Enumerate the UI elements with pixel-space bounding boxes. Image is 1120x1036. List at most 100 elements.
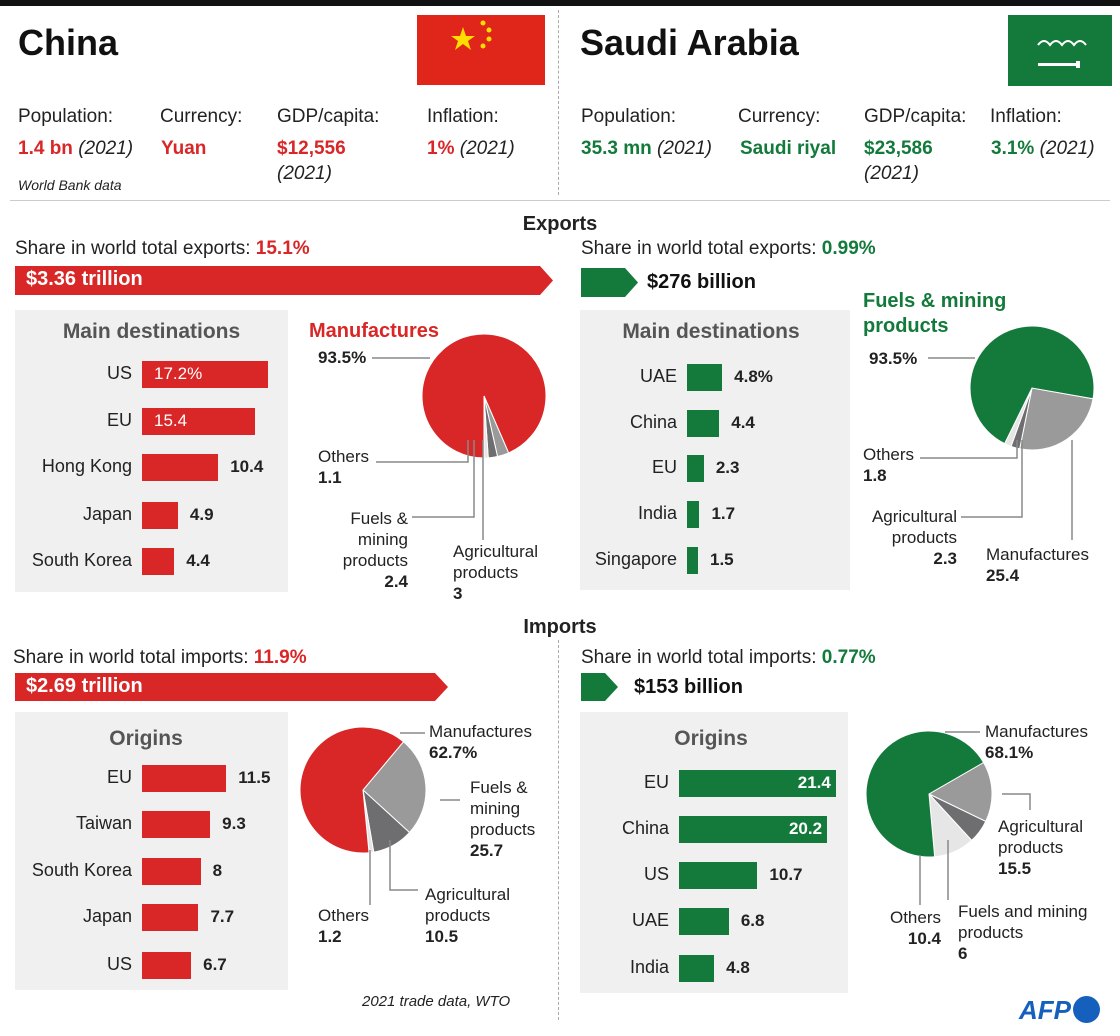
bar-category-label: Japan (82, 906, 132, 926)
china-export-total: $3.36 trillion (26, 268, 143, 290)
bar-value-label: 20.2 (788, 819, 823, 838)
bar (679, 816, 828, 843)
bar-category-label: Taiwan (75, 813, 132, 833)
bar-category-label: EU (106, 767, 132, 787)
pie-label: Manufactures 25.4 (986, 545, 1089, 585)
bar-category-label: India (637, 503, 677, 523)
bar-value-label: 7.7 (210, 907, 235, 926)
pie-slice (1019, 387, 1094, 451)
divider (558, 10, 559, 195)
bar (142, 454, 219, 481)
pie-label: Agricultural products 15.5 (998, 817, 1084, 878)
pie-label: Fuels and mining products 6 (958, 902, 1088, 963)
pie-slice (865, 730, 985, 858)
bar-value-label: 6.8 (740, 911, 765, 930)
china-gdp: $12,556 (2021) (277, 138, 346, 184)
bar-category-label: EU (106, 410, 132, 430)
saudi-import-total-arrow (581, 673, 618, 701)
source-world-bank: World Bank data (18, 177, 122, 193)
bar-category-label: South Korea (31, 860, 132, 880)
bar-value-label: 4.8 (726, 958, 750, 977)
bar (142, 548, 175, 575)
saudi-inflation: 3.1% (2021) (991, 138, 1095, 159)
saudi-export-total: $276 billion (647, 271, 756, 293)
afp-logo: AFP (1019, 995, 1100, 1026)
bar (687, 547, 698, 574)
china-export-share: Share in world total exports: 15.1% (15, 238, 310, 259)
saudi-export-total-arrow (581, 268, 638, 297)
pie-label: Fuels & mining products (863, 290, 1007, 337)
bar-value-label: 17.2% (154, 364, 203, 383)
pie-slice (483, 395, 489, 459)
bar-value-label: 4.4 (731, 413, 755, 432)
pie-value: 93.5% (869, 349, 918, 368)
leader-line (920, 440, 1018, 459)
saudi-export-destinations-panel (580, 310, 850, 590)
china-population-label: Population: (18, 106, 114, 127)
bar-category-label: US (643, 864, 669, 884)
bar (142, 858, 201, 885)
china-inflation: 1% (2021) (427, 138, 515, 159)
bar-value-label: 21.4 (797, 773, 831, 792)
china-export-destinations-panel (15, 310, 288, 592)
bar-category-label: UAE (631, 910, 669, 930)
bar (687, 455, 704, 482)
bar (142, 811, 211, 838)
bar-value-label: 4.4 (186, 551, 210, 570)
bar (679, 955, 715, 982)
bar (679, 862, 758, 889)
bar (142, 765, 227, 792)
saudi-import-share: Share in world total imports: 0.77% (581, 647, 876, 668)
bar-value-label: 1.5 (709, 550, 734, 569)
leader-line (376, 440, 469, 463)
saudi-gdp: $23,586 (2021) (864, 138, 933, 184)
leader-line (961, 440, 1023, 518)
china-import-share: Share in world total imports: 11.9% (13, 647, 307, 668)
saudi-flag-icon (1008, 15, 1112, 86)
saudi-currency: Saudi riyal (740, 138, 837, 159)
divider (10, 200, 1110, 201)
bar (142, 952, 192, 979)
saudi-currency-label: Currency: (738, 106, 821, 127)
bar (142, 361, 269, 388)
pie-slice (299, 726, 405, 854)
pie-value: 93.5% (318, 348, 367, 367)
bar (687, 364, 723, 391)
china-export-total-arrow (15, 266, 553, 295)
china-import-origins-panel (15, 712, 288, 990)
pie-label: Fuels & mining products 2.4 (342, 509, 408, 591)
pie-label: Others 1.8 (863, 445, 915, 485)
bar (687, 410, 720, 437)
pie-label: Manufactures (309, 320, 440, 342)
panel-title: Main destinations (62, 320, 241, 343)
bar-category-label: US (106, 363, 132, 383)
china-import-total-arrow (15, 673, 448, 701)
china-import-total: $2.69 trillion (26, 675, 143, 697)
top-bar (0, 0, 1120, 6)
panel-title: Origins (109, 727, 183, 750)
saudi-import-total: $153 billion (634, 676, 743, 698)
pie-label: Others 1.1 (318, 447, 370, 487)
bar-category-label: US (106, 954, 132, 974)
bar (687, 501, 700, 528)
leader-line (1002, 793, 1031, 810)
saudi-import-origins-panel (580, 712, 848, 993)
china-population: 1.4 bn (2021) (18, 138, 134, 159)
china-gdp-label: GDP/capita: (277, 106, 380, 127)
pie-label: Manufactures 62.7% (429, 722, 532, 762)
china-currency-label: Currency: (160, 106, 243, 127)
bar-value-label: 9.3 (222, 814, 246, 833)
bar-value-label: 15.4 (154, 411, 188, 430)
bar-category-label: South Korea (31, 550, 132, 570)
pie-slice (362, 741, 427, 834)
source-wto: 2021 trade data, WTO (362, 993, 511, 1010)
saudi-gdp-label: GDP/capita: (864, 106, 967, 127)
saudi-title: Saudi Arabia (580, 22, 799, 63)
bar-value-label: 10.7 (769, 865, 803, 884)
bar (679, 908, 729, 935)
bar (679, 770, 836, 797)
bar-category-label: UAE (639, 366, 677, 386)
pie-label: Fuels & mining products 25.7 (470, 778, 536, 860)
